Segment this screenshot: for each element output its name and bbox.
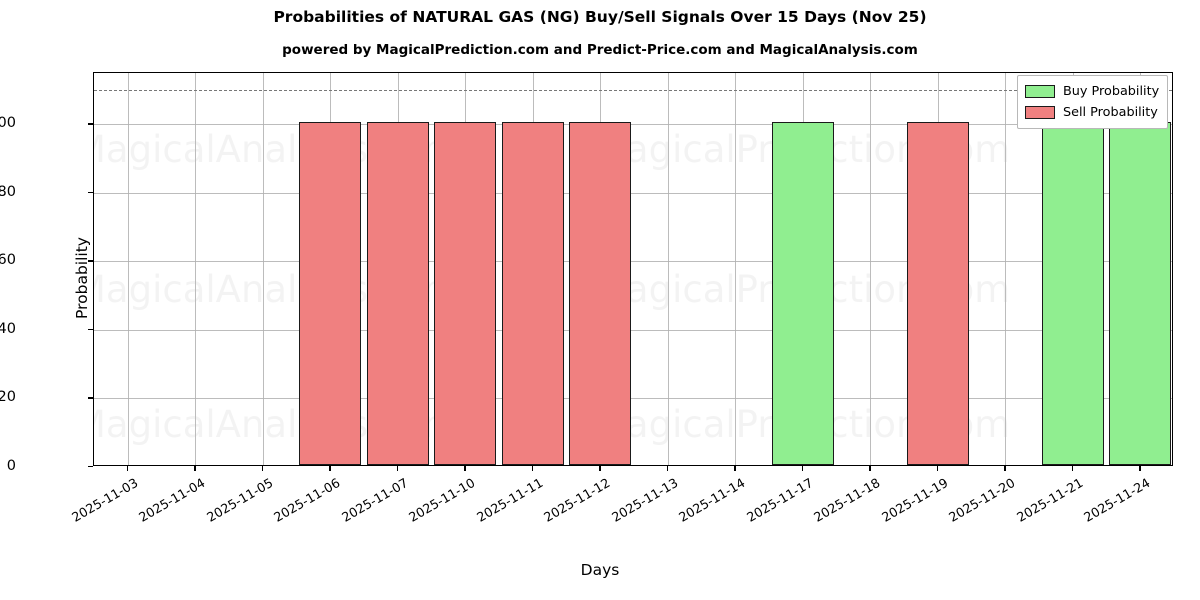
x-tick-mark — [396, 466, 399, 471]
x-tick-mark — [531, 466, 534, 471]
x-tick-mark — [936, 466, 939, 471]
chart-title: Probabilities of NATURAL GAS (NG) Buy/Se… — [273, 8, 927, 26]
x-tick-label: 2025-11-03 — [68, 475, 141, 525]
gridline-horizontal — [94, 192, 1172, 194]
y-tick-mark — [88, 191, 93, 194]
x-tick-mark — [329, 466, 331, 471]
gridline-vertical — [1005, 73, 1007, 465]
x-tick-mark — [801, 466, 804, 471]
legend-label-sell: Sell Probability — [1063, 105, 1158, 120]
bar-sell-2025-11-19[interactable] — [906, 122, 969, 465]
x-tick-mark — [126, 466, 129, 471]
legend-label-buy: Buy Probability — [1063, 84, 1160, 99]
plot-inner: MagicalAnalysis.comMagicalPrediction.com… — [94, 73, 1172, 465]
x-tick-mark — [194, 466, 196, 471]
chart-legend: Buy Probability Sell Probability — [1017, 75, 1169, 129]
y-tick-mark — [88, 466, 93, 468]
bar-buy-2025-11-24[interactable] — [1109, 122, 1172, 465]
chart-subtitle: powered by MagicalPrediction.com and Pre… — [282, 42, 918, 58]
y-tick-label: 20 — [0, 389, 16, 406]
x-tick-mark — [734, 466, 736, 471]
plot-area: MagicalAnalysis.comMagicalPrediction.com… — [93, 72, 1173, 466]
bar-sell-2025-11-12[interactable] — [569, 122, 632, 465]
gridline-vertical — [667, 73, 669, 465]
y-tick-label: 0 — [6, 458, 16, 474]
y-tick-label: 80 — [0, 183, 16, 200]
x-tick-mark — [1004, 466, 1006, 471]
gridline-vertical — [127, 73, 129, 465]
gridline-vertical — [262, 73, 264, 465]
x-tick-mark — [599, 466, 601, 471]
y-tick-mark — [88, 123, 93, 125]
legend-item-sell[interactable]: Sell Probability — [1025, 102, 1159, 123]
legend-swatch-buy-icon — [1025, 85, 1055, 98]
y-tick-mark — [88, 397, 93, 399]
threshold-line — [94, 90, 1172, 92]
gridline-horizontal — [94, 124, 1172, 126]
x-tick-mark — [1071, 466, 1074, 471]
bar-sell-2025-11-10[interactable] — [434, 122, 497, 465]
y-tick-mark — [88, 260, 93, 262]
y-tick-mark — [88, 328, 93, 331]
gridline-horizontal — [94, 261, 1172, 263]
gridline-vertical — [735, 73, 737, 465]
watermark-layer: MagicalAnalysis.comMagicalPrediction.com… — [94, 73, 1172, 465]
gridline-vertical — [870, 73, 872, 465]
x-tick-mark — [869, 466, 871, 471]
x-tick-mark — [1139, 466, 1141, 471]
bar-sell-2025-11-07[interactable] — [366, 122, 429, 465]
y-tick-label: 40 — [0, 320, 16, 337]
x-tick-mark — [666, 466, 669, 471]
gridline-horizontal — [94, 398, 1172, 400]
y-axis-label: Probability — [73, 237, 91, 319]
legend-swatch-sell-icon — [1025, 106, 1055, 119]
x-tick-mark — [261, 466, 264, 471]
bar-sell-2025-11-11[interactable] — [501, 122, 564, 465]
y-tick-label: 60 — [0, 252, 16, 269]
bar-sell-2025-11-06[interactable] — [299, 122, 362, 465]
bar-buy-2025-11-17[interactable] — [771, 122, 834, 465]
x-axis-label: Days — [580, 561, 620, 579]
gridline-horizontal — [94, 329, 1172, 331]
legend-item-buy[interactable]: Buy Probability — [1025, 81, 1159, 102]
x-tick-mark — [464, 466, 466, 471]
bar-buy-2025-11-21[interactable] — [1041, 122, 1104, 465]
gridline-vertical — [195, 73, 197, 465]
y-tick-label: 100 — [0, 115, 16, 132]
